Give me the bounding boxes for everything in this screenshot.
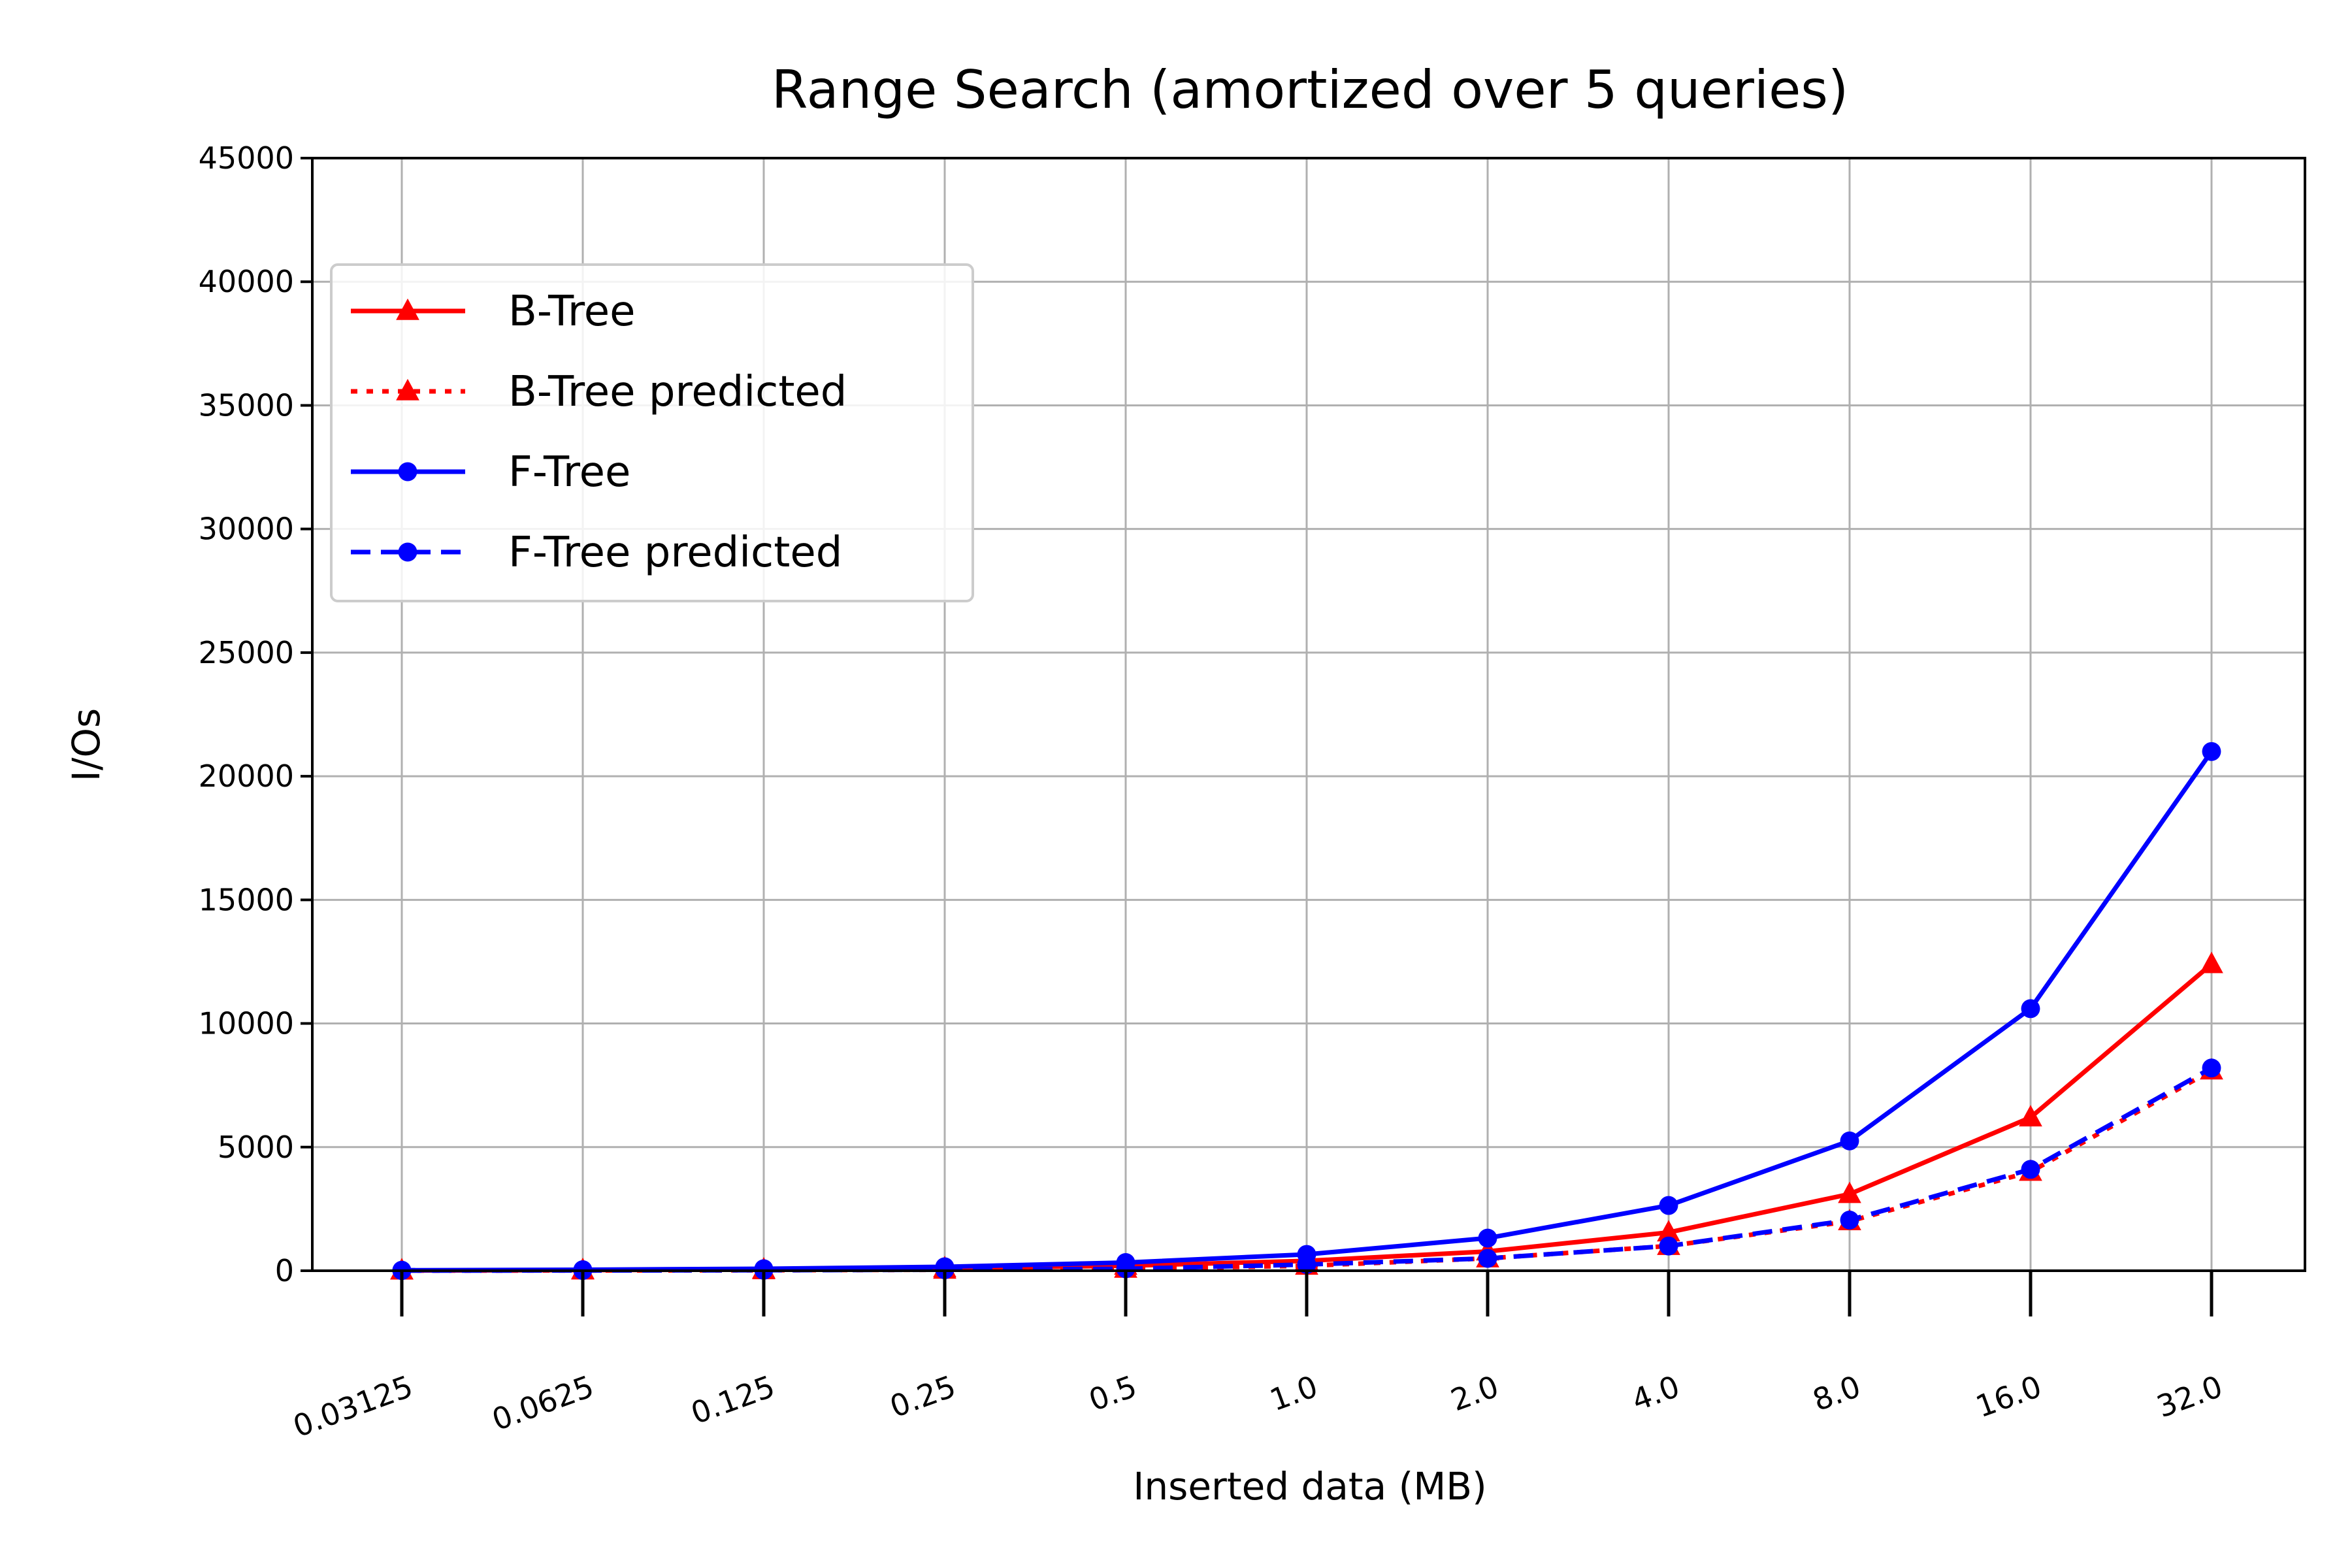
legend-label: F-Tree predicted xyxy=(508,529,842,577)
y-tick-label: 20000 xyxy=(199,759,294,794)
data-point-f-tree-predicted xyxy=(2202,1058,2221,1078)
data-point-f-tree xyxy=(2021,999,2040,1019)
data-point-b-tree xyxy=(2019,1105,2042,1127)
y-tick-label: 35000 xyxy=(199,387,294,423)
x-axis-label: Inserted data (MB) xyxy=(1133,1464,1486,1509)
legend: B-Tree B-Tree predicted F-Tree F-Tree predi… xyxy=(330,263,974,602)
legend-entry-b-tree: B-Tree xyxy=(351,287,635,336)
legend-swatch-marker xyxy=(396,378,419,400)
legend-label: B-Tree predicted xyxy=(508,368,847,416)
data-point-b-tree xyxy=(2200,951,2223,973)
legend-swatch-marker xyxy=(398,462,417,482)
plot-frame xyxy=(311,157,2306,1272)
y-axis-label: I/Os xyxy=(64,708,108,782)
data-point-f-tree xyxy=(1659,1196,1678,1215)
y-tick-label: 45000 xyxy=(199,140,294,176)
data-point-f-tree xyxy=(1840,1131,1859,1151)
y-tick-label: 15000 xyxy=(199,882,294,917)
data-point-f-tree xyxy=(2202,742,2221,761)
data-point-f-tree-predicted xyxy=(1116,1259,1135,1279)
chart-title: Range Search (amortized over 5 queries) xyxy=(772,59,1848,120)
data-point-f-tree-predicted xyxy=(1297,1255,1316,1274)
y-tick-label: 40000 xyxy=(199,264,294,299)
legend-swatch-marker xyxy=(398,542,417,562)
y-tick-label: 30000 xyxy=(199,512,294,547)
y-tick-label: 10000 xyxy=(199,1006,294,1041)
legend-entry-b-tree-predicted: B-Tree predicted xyxy=(351,368,847,416)
legend-entry-f-tree: F-Tree xyxy=(351,448,630,497)
legend-label: B-Tree xyxy=(508,287,635,336)
y-tick-label: 25000 xyxy=(199,635,294,670)
data-point-f-tree xyxy=(1478,1228,1497,1248)
data-point-f-tree-predicted xyxy=(1659,1236,1678,1256)
data-point-f-tree-predicted xyxy=(2021,1160,2040,1179)
y-tick-label: 0 xyxy=(275,1253,294,1288)
y-tick-label: 5000 xyxy=(218,1130,294,1165)
data-point-f-tree-predicted xyxy=(1840,1210,1859,1230)
data-point-f-tree-predicted xyxy=(1478,1249,1497,1268)
legend-swatch-marker xyxy=(396,298,419,320)
legend-label: F-Tree xyxy=(508,448,630,497)
legend-entry-f-tree-predicted: F-Tree predicted xyxy=(351,529,842,577)
legend-box xyxy=(330,263,974,602)
data-point-b-tree xyxy=(1838,1181,1861,1203)
